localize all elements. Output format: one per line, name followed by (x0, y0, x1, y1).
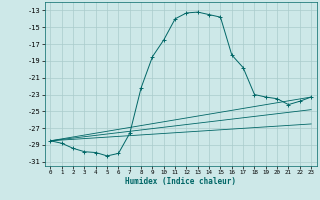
X-axis label: Humidex (Indice chaleur): Humidex (Indice chaleur) (125, 177, 236, 186)
